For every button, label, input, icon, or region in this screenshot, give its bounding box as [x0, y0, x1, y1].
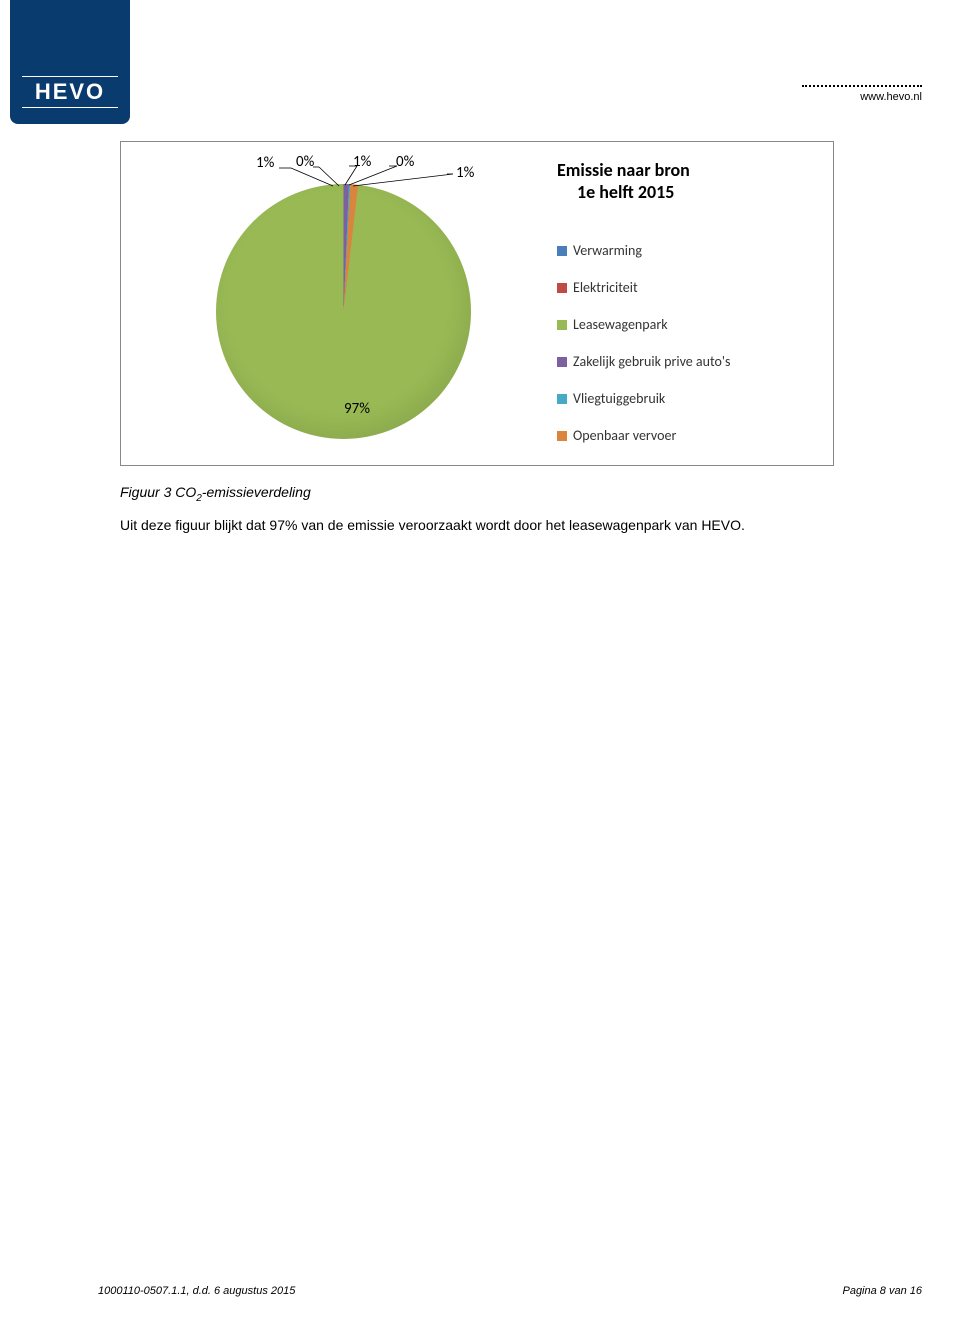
legend-swatch [557, 283, 567, 293]
pct-label-4: 0% [396, 153, 414, 171]
legend-label: Vliegtuiggebruik [573, 390, 665, 407]
legend-item: Zakelijk gebruik prive auto's [557, 353, 730, 370]
legend-item: Verwarming [557, 242, 730, 259]
legend-label: Openbaar vervoer [573, 427, 676, 444]
legend-swatch [557, 320, 567, 330]
dotted-rule [802, 85, 922, 87]
legend-item: Vliegtuiggebruik [557, 390, 730, 407]
footer-pagenum: Pagina 8 van 16 [842, 1285, 922, 1297]
page-footer: 1000110-0507.1.1, d.d. 6 augustus 2015 P… [98, 1285, 922, 1297]
chart-legend: Verwarming Elektriciteit Leasewagenpark Zak… [557, 242, 730, 464]
body-paragraph: Uit deze figuur blijkt dat 97% van de em… [120, 516, 820, 536]
legend-swatch [557, 394, 567, 404]
chart-title: Emissie naar bron 1e helft 2015 [557, 160, 690, 203]
brand-logo-text: HEVO [10, 79, 130, 105]
legend-label: Verwarming [573, 242, 642, 259]
legend-swatch [557, 431, 567, 441]
pct-label-5: 1% [456, 164, 474, 182]
legend-label: Leasewagenpark [573, 316, 668, 333]
legend-item: Openbaar vervoer [557, 427, 730, 444]
figure-caption: Figuur 3 CO2-emissieverdeling [120, 484, 311, 504]
legend-label: Zakelijk gebruik prive auto's [573, 353, 730, 370]
brand-logo: HEVO [10, 0, 130, 124]
pct-label-3: 1% [353, 153, 371, 171]
legend-item: Leasewagenpark [557, 316, 730, 333]
site-url: www.hevo.nl [802, 91, 922, 103]
pct-label-97: 97% [344, 400, 370, 418]
footer-docref: 1000110-0507.1.1, d.d. 6 augustus 2015 [98, 1285, 295, 1297]
legend-swatch [557, 357, 567, 367]
header-url-block: www.hevo.nl [802, 85, 922, 103]
legend-item: Elektriciteit [557, 279, 730, 296]
pct-label-2: 0% [296, 153, 314, 171]
caption-prefix: Figuur 3 CO [120, 484, 196, 500]
pct-label-1: 1% [256, 154, 274, 172]
caption-suffix: -emissieverdeling [202, 484, 311, 500]
emission-pie-chart: 1% 0% 1% 0% 1% 97% Emissie naar bron 1e … [120, 141, 834, 466]
chart-title-line2: 1e helft 2015 [557, 181, 674, 203]
legend-swatch [557, 246, 567, 256]
legend-label: Elektriciteit [573, 279, 638, 296]
chart-title-line1: Emissie naar bron [557, 159, 690, 181]
